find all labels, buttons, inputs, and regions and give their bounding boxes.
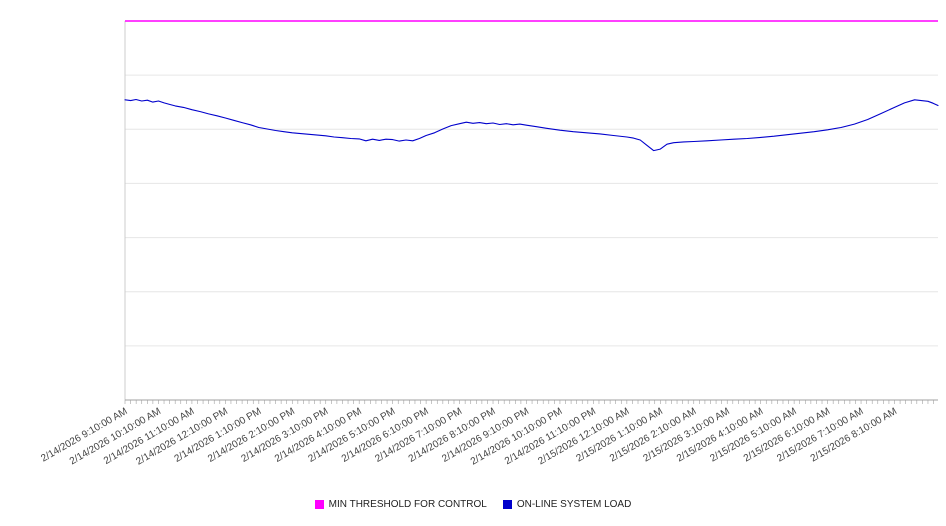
online-system-load-legend-swatch	[502, 500, 512, 509]
online-system-load-legend-label: ON-LINE SYSTEM LOAD	[516, 499, 632, 510]
min-threshold-legend-swatch	[314, 500, 324, 509]
min-threshold-legend-label: MIN THRESHOLD FOR CONTROL	[328, 499, 487, 510]
legend-item-min-threshold[interactable]: MIN THRESHOLD FOR CONTROL	[314, 499, 487, 510]
chart-legend: MIN THRESHOLD FOR CONTROL ON-LINE SYSTEM…	[0, 499, 946, 510]
legend-item-online-system-load[interactable]: ON-LINE SYSTEM LOAD	[502, 499, 632, 510]
system-load-line-chart: 2/14/2026 9:10:00 AM2/14/2026 10:10:00 A…	[39, 20, 939, 468]
